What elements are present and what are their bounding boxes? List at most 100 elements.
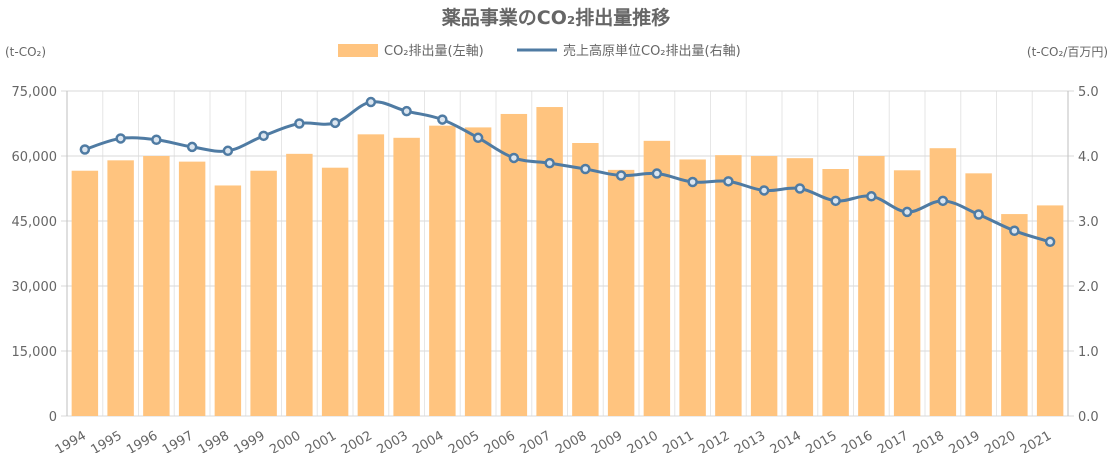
bar[interactable]	[786, 158, 814, 416]
x-tick-label: 2006	[482, 428, 518, 453]
left-axis-tick-label: 75,000	[12, 85, 58, 100]
bar[interactable]	[607, 169, 635, 416]
line-point[interactable]	[687, 176, 698, 188]
x-tick-label: 2013	[732, 428, 768, 453]
line-point[interactable]	[866, 191, 877, 202]
x-tick-label: 2018	[911, 428, 947, 453]
line-point[interactable]	[651, 168, 663, 179]
line-point[interactable]	[544, 157, 555, 169]
bar[interactable]	[429, 125, 456, 417]
bar[interactable]	[286, 153, 313, 417]
legend-item-line[interactable]: 売上高原単位CO₂排出量(右軸)	[517, 43, 741, 59]
legend: CO₂排出量(左軸) 売上高原単位CO₂排出量(右軸)	[338, 43, 741, 59]
right-axis-tick-label: 0.0	[1078, 410, 1099, 425]
bar[interactable]	[71, 170, 99, 416]
left-axis-tick-label: 0	[49, 410, 57, 425]
line-point[interactable]	[794, 183, 806, 194]
line-path	[84, 100, 1051, 244]
line-point[interactable]	[758, 185, 770, 196]
left-axis-tick-label: 45,000	[12, 215, 58, 230]
line-point[interactable]	[472, 132, 484, 144]
left-axis-tick-label: 30,000	[12, 280, 58, 295]
line-point[interactable]	[151, 134, 162, 145]
bar[interactable]	[178, 161, 206, 416]
right-axis-unit: (t-CO₂/百万円)	[1027, 45, 1108, 59]
bar[interactable]	[715, 155, 742, 416]
line-series	[79, 96, 1056, 248]
right-axis-tick-label: 5.0	[1078, 85, 1099, 100]
x-tick-label: 2000	[267, 428, 303, 453]
x-tick-label: 2011	[660, 428, 696, 453]
x-tick-label: 2007	[517, 428, 553, 453]
x-tick-label: 2014	[768, 428, 804, 453]
legend-bar-label: CO₂排出量(左軸)	[384, 44, 484, 59]
x-tick-label: 2009	[589, 428, 625, 453]
bar[interactable]	[107, 160, 134, 416]
line-point[interactable]	[329, 117, 341, 129]
x-tick-label: 2012	[696, 428, 732, 453]
legend-item-bar[interactable]: CO₂排出量(左軸)	[338, 44, 484, 59]
line-point[interactable]	[901, 206, 913, 218]
chart-title: 薬品事業のCO₂排出量推移	[441, 6, 670, 29]
x-tick-label: 2016	[839, 428, 875, 453]
line-point[interactable]	[580, 163, 591, 175]
line-point[interactable]	[830, 195, 841, 207]
bar[interactable]	[321, 167, 349, 416]
line-point[interactable]	[508, 152, 520, 164]
line-point[interactable]	[401, 105, 412, 117]
bar[interactable]	[143, 156, 170, 416]
x-tick-label: 1999	[231, 428, 267, 453]
bar[interactable]	[750, 156, 778, 416]
grid	[61, 90, 1074, 417]
line-point[interactable]	[365, 96, 377, 108]
bar[interactable]	[357, 134, 385, 417]
bar[interactable]	[929, 148, 957, 416]
x-tick-label: 2021	[1018, 428, 1054, 453]
x-tick-label: 2002	[339, 428, 375, 453]
bar[interactable]	[643, 140, 671, 417]
legend-bar-swatch	[338, 44, 378, 57]
x-tick-label: 1994	[53, 428, 89, 453]
bar[interactable]	[822, 169, 849, 416]
line-point[interactable]	[437, 114, 448, 125]
line-point[interactable]	[615, 170, 627, 181]
line-point[interactable]	[222, 145, 234, 157]
legend-line-label: 売上高原単位CO₂排出量(右軸)	[563, 43, 741, 59]
bar[interactable]	[464, 127, 492, 417]
line-point[interactable]	[1044, 236, 1056, 248]
line-point[interactable]	[294, 118, 305, 129]
line-point[interactable]	[723, 176, 734, 187]
left-axis-tick-label: 15,000	[12, 345, 58, 360]
bar[interactable]	[1001, 214, 1028, 416]
left-axis-unit: (t-CO₂)	[5, 45, 46, 59]
right-axis-tick-label: 4.0	[1078, 150, 1099, 165]
x-tick-label: 2015	[803, 428, 839, 453]
bar[interactable]	[393, 137, 420, 417]
line-point[interactable]	[937, 195, 949, 207]
line-point[interactable]	[258, 130, 269, 142]
bar[interactable]	[536, 107, 563, 417]
x-tick-label: 2001	[303, 428, 339, 453]
x-tick-label: 1996	[124, 428, 160, 453]
line-point[interactable]	[973, 209, 984, 220]
x-tick-label: 2004	[410, 428, 446, 453]
line-point[interactable]	[79, 144, 91, 155]
x-tick-label: 2019	[946, 428, 982, 453]
x-tick-label: 1998	[196, 428, 232, 453]
x-tick-label: 2010	[625, 428, 661, 453]
bar[interactable]	[214, 185, 242, 416]
x-tick-label: 2017	[875, 428, 911, 453]
x-tick-label: 1995	[88, 428, 124, 453]
x-tick-label: 2003	[374, 428, 410, 453]
bar[interactable]	[572, 143, 599, 416]
line-point[interactable]	[186, 141, 198, 153]
bar[interactable]	[250, 170, 277, 416]
line-point[interactable]	[115, 133, 126, 144]
x-tick-label: 2005	[446, 428, 482, 453]
line-point[interactable]	[1009, 225, 1020, 236]
bar[interactable]	[679, 159, 706, 416]
bar[interactable]	[500, 113, 528, 416]
right-axis-tick-label: 2.0	[1078, 280, 1099, 295]
